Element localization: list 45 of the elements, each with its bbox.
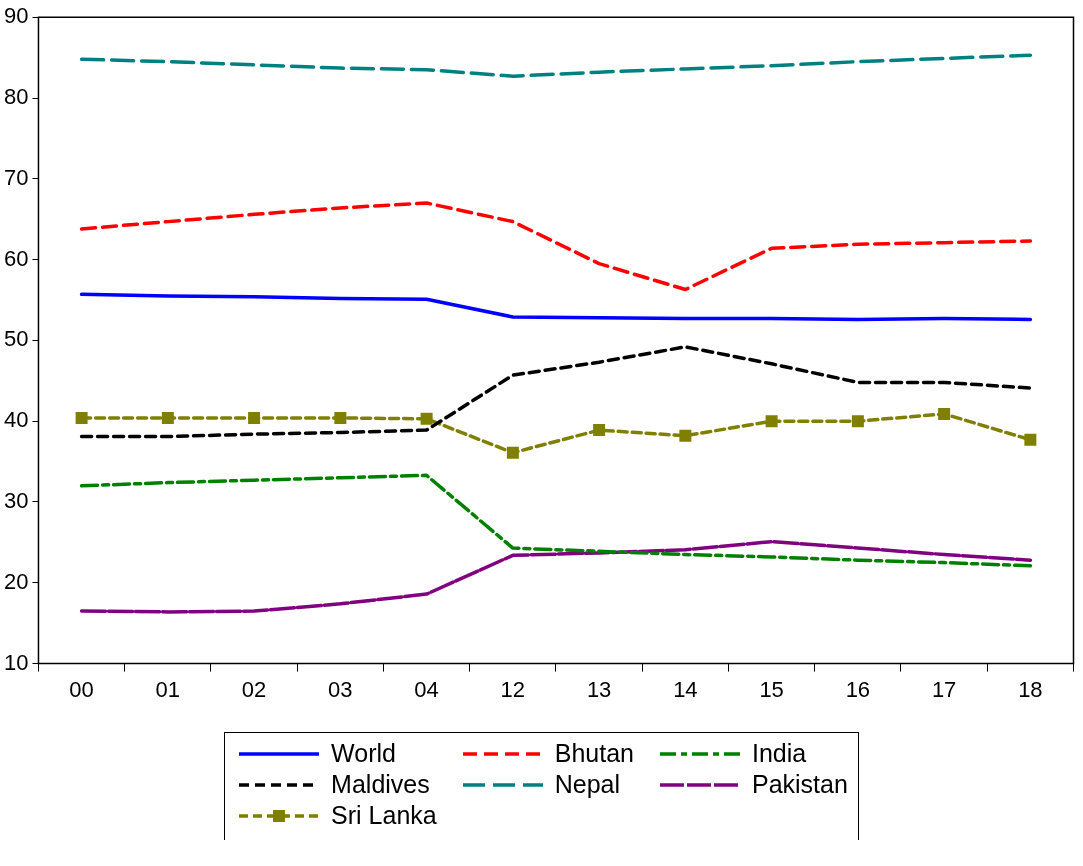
x-tick-label: 13: [586, 676, 612, 702]
x-tick-label: 01: [155, 676, 181, 702]
y-tick-label: 50: [3, 326, 29, 352]
y-tick-label: 70: [3, 164, 29, 190]
line-series: [79, 201, 1033, 292]
y-tick-label: 40: [3, 407, 29, 433]
x-tick-label: 15: [759, 676, 784, 702]
x-tick-label: 03: [328, 676, 353, 702]
point: [75, 411, 88, 424]
point: [248, 411, 261, 424]
x-tick-label: 16: [845, 676, 871, 702]
y-tick-label: 30: [3, 488, 29, 514]
legend-label: Nepal: [554, 770, 621, 799]
legend-label: World: [331, 739, 396, 768]
line-series: [79, 53, 1033, 78]
point: [593, 424, 606, 437]
y-tick-label: 80: [3, 84, 29, 110]
point: [851, 415, 864, 428]
point: [420, 412, 433, 425]
legend-label: Bhutan: [554, 739, 634, 768]
point: [334, 411, 347, 424]
y-tick-label: 60: [3, 245, 29, 271]
x-tick-label: 02: [241, 676, 267, 702]
point: [161, 411, 174, 424]
point: [765, 415, 778, 428]
x-tick-label: 14: [673, 676, 698, 702]
x-tick-label: 12: [500, 676, 526, 702]
point: [938, 407, 951, 420]
x-tick-label: 04: [414, 676, 439, 702]
legend-label: Pakistan: [751, 770, 848, 799]
point: [679, 429, 692, 442]
line-series: [79, 539, 1033, 614]
legend-label: Sri Lanka: [331, 801, 437, 830]
y-tick-label: 90: [3, 3, 29, 29]
point: [506, 446, 519, 459]
y-tick-label: 20: [3, 568, 29, 594]
point: [1024, 433, 1037, 446]
y-tick-label: 10: [3, 649, 29, 675]
legend-label: Maldives: [331, 770, 430, 799]
line-series: [79, 345, 1033, 439]
legend-label: India: [751, 739, 807, 768]
x-tick-label: 18: [1018, 676, 1043, 702]
x-tick-label: 00: [69, 676, 94, 702]
line-series: [79, 473, 1033, 568]
x-tick-label: 17: [931, 676, 957, 702]
